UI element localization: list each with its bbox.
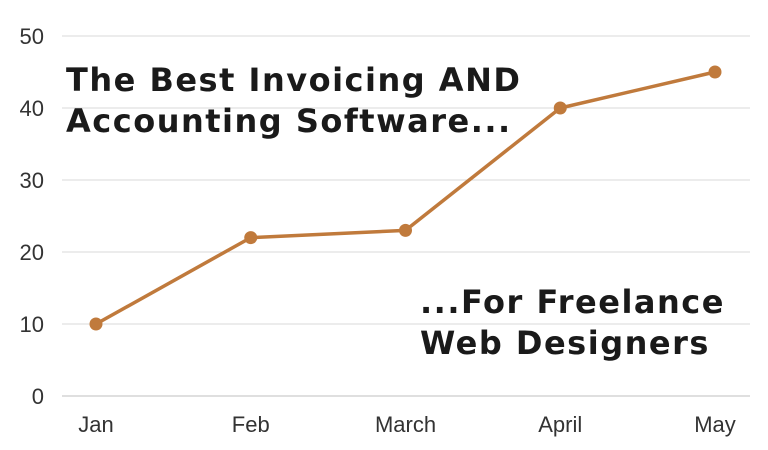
x-tick-jan: Jan — [78, 412, 113, 437]
tagline-annotation: ...For Freelance Web Designers — [420, 282, 725, 364]
data-point-march — [399, 223, 412, 237]
data-point-may — [708, 65, 722, 79]
x-tick-march: March — [375, 412, 436, 437]
tagline-line-2: Web Designers — [420, 323, 710, 362]
gridlines — [62, 35, 750, 397]
x-tick-labels: Jan Feb March April May — [78, 412, 736, 437]
data-point-feb — [244, 231, 258, 245]
data-point-jan — [89, 317, 103, 331]
x-tick-may: May — [694, 412, 736, 437]
y-tick-50: 50 — [20, 24, 44, 49]
tagline-line-1: ...For Freelance — [420, 283, 725, 321]
data-points — [89, 65, 722, 331]
headline-line-1: The Best Invoicing AND — [66, 61, 522, 99]
data-point-april — [553, 101, 567, 115]
y-tick-0: 0 — [32, 384, 44, 409]
x-tick-feb: Feb — [232, 412, 270, 437]
headline-line-2: Accounting Software... — [66, 101, 512, 140]
headline-annotation: The Best Invoicing AND Accounting Softwa… — [66, 60, 521, 142]
y-tick-10: 10 — [20, 312, 44, 337]
y-tick-40: 40 — [20, 96, 44, 121]
y-tick-30: 30 — [20, 168, 44, 193]
x-tick-april: April — [538, 412, 582, 437]
y-tick-labels: 0 10 20 30 40 50 — [20, 24, 44, 409]
y-tick-20: 20 — [20, 240, 44, 265]
